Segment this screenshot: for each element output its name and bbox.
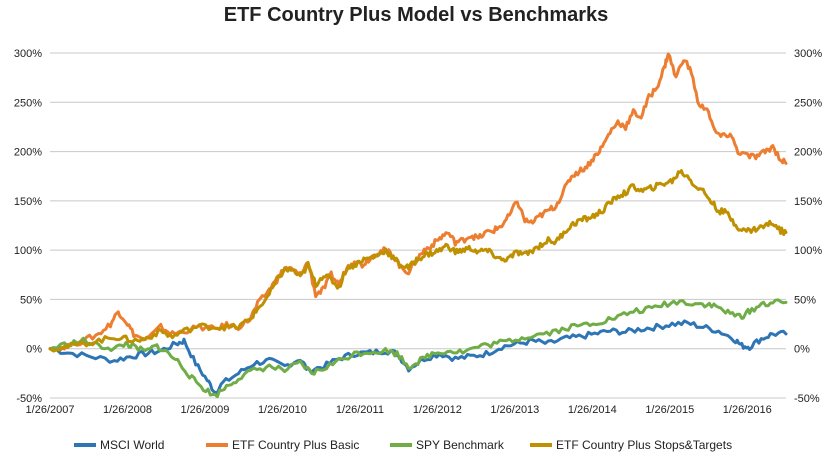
x-tick-label: 1/26/2009 xyxy=(180,404,229,416)
series-line-3 xyxy=(48,169,788,353)
y-tick-label-right: 50% xyxy=(794,294,816,306)
y-tick-label-right: 100% xyxy=(794,245,822,257)
chart-title: ETF Country Plus Model vs Benchmarks xyxy=(223,4,609,26)
y-tick-label-right: 150% xyxy=(794,196,822,208)
x-tick-label: 1/26/2016 xyxy=(723,404,772,416)
y-tick-label-left: 250% xyxy=(14,97,42,109)
y-tick-label-left: 300% xyxy=(14,48,42,60)
x-tick-label: 1/26/2013 xyxy=(490,404,539,416)
y-tick-label-left: 50% xyxy=(20,294,42,306)
y-tick-label-left: 200% xyxy=(14,147,42,159)
y-tick-label-right: 250% xyxy=(794,97,822,109)
x-tick-label: 1/26/2010 xyxy=(258,404,307,416)
legend-label: SPY Benchmark xyxy=(416,438,505,452)
x-tick-label: 1/26/2011 xyxy=(336,404,384,416)
grid-lines xyxy=(50,52,786,399)
x-axis: 1/26/2007 1/26/2008 1/26/2009 1/26/2010 1/26… xyxy=(26,404,772,416)
legend: MSCI World ETF Country Plus Basic SPY Benc… xyxy=(74,438,732,452)
legend-label: MSCI World xyxy=(100,438,164,452)
x-tick-label: 1/26/2012 xyxy=(413,404,462,416)
x-tick-label: 1/26/2014 xyxy=(568,404,617,416)
y-tick-label-right: 300% xyxy=(794,48,822,60)
x-tick-label: 1/26/2015 xyxy=(645,404,694,416)
series-line-1 xyxy=(48,52,788,353)
y-axis-left: -50% 0% 50% 100% 150% 200% 250% 300% xyxy=(14,48,42,405)
y-tick-label-right: 0% xyxy=(794,344,810,356)
x-tick-label: 1/26/2007 xyxy=(26,404,75,416)
legend-label: ETF Country Plus Stops&Targets xyxy=(556,438,732,452)
legend-label: ETF Country Plus Basic xyxy=(232,438,359,452)
series-line-2 xyxy=(48,298,788,399)
y-tick-label-left: 0% xyxy=(26,344,42,356)
y-axis-right: -50% 0% 50% 100% 150% 200% 250% 300% xyxy=(794,48,822,405)
y-tick-label-right: -50% xyxy=(794,393,820,405)
x-tick-label: 1/26/2008 xyxy=(103,404,152,416)
series-lines xyxy=(48,52,788,399)
y-tick-label-right: 200% xyxy=(794,147,822,159)
y-tick-label-left: 100% xyxy=(14,245,42,257)
y-tick-label-left: -50% xyxy=(16,393,42,405)
y-tick-label-left: 150% xyxy=(14,196,42,208)
